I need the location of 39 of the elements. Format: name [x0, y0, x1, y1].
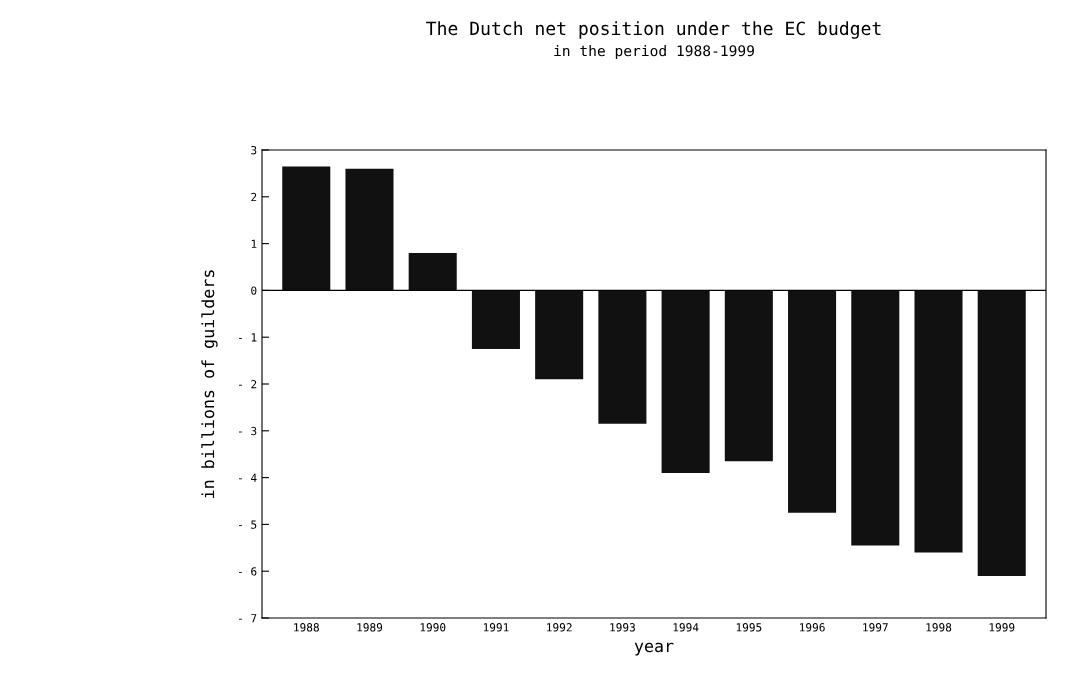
bar — [661, 290, 710, 473]
y-tick-label: 1 — [251, 239, 257, 248]
y-tick-label: 0 — [251, 286, 257, 295]
bar — [345, 168, 394, 291]
y-tick-label: - 6 — [239, 567, 257, 576]
x-tick-label: 1995 — [736, 623, 762, 632]
chart-subtitle: in the period 1988-1999 — [554, 44, 754, 60]
x-tick-label: 1988 — [294, 623, 319, 632]
y-tick-label: 2 — [251, 192, 257, 202]
bar — [282, 166, 331, 291]
x-tick-label: 1991 — [483, 623, 509, 632]
y-tick-label: 3 — [251, 146, 257, 155]
x-tick-label: 1990 — [420, 623, 446, 632]
y-tick-label: - 1 — [239, 333, 257, 342]
bar — [851, 290, 900, 546]
bar — [471, 290, 520, 349]
bar — [977, 290, 1026, 576]
chart-title: The Dutch net position under the EC budget — [426, 21, 881, 39]
y-axis-title: in billions of guilders — [201, 270, 218, 498]
bar — [724, 290, 773, 462]
x-tick-label: 1992 — [547, 623, 572, 632]
x-tick-label: 1989 — [357, 623, 383, 632]
x-tick-label: 1997 — [863, 623, 888, 632]
x-tick-label: 1998 — [926, 623, 952, 632]
bar — [408, 252, 457, 291]
x-tick-label: 1999 — [989, 623, 1015, 632]
x-tick-label: 1994 — [673, 623, 699, 632]
x-tick-label: 1996 — [800, 623, 825, 632]
x-tick-label: 1993 — [610, 623, 635, 632]
y-tick-label: - 7 — [239, 614, 257, 623]
bar — [535, 290, 584, 380]
bar — [914, 290, 963, 553]
y-tick-label: - 5 — [239, 520, 257, 529]
bar — [598, 290, 647, 424]
bar — [788, 290, 837, 513]
y-tick-label: - 3 — [239, 426, 257, 436]
x-axis-title: year — [634, 642, 674, 656]
y-tick-label: - 2 — [239, 380, 257, 389]
y-tick-label: - 4 — [239, 473, 257, 482]
